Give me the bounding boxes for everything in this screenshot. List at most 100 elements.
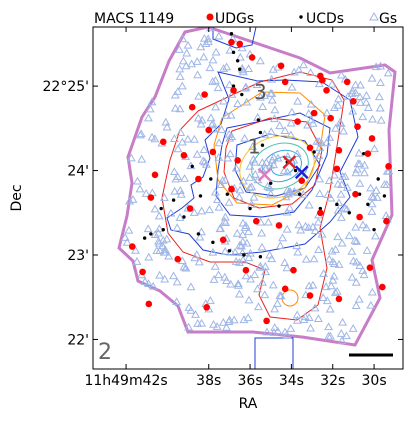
galaxy-point [241, 82, 251, 91]
galaxy-point [200, 157, 210, 166]
galaxy-point [210, 187, 220, 196]
galaxy-point [197, 318, 207, 327]
galaxy-point [205, 205, 214, 214]
galaxy-point [225, 45, 235, 54]
galaxy-point [363, 103, 373, 112]
galaxy-point [304, 281, 314, 290]
galaxy-point [140, 277, 150, 285]
galaxy-point [260, 290, 270, 299]
udg-point [252, 217, 260, 225]
galaxy-point [238, 176, 248, 185]
y-tick-label: 24' [67, 164, 89, 180]
udg-point [327, 114, 334, 122]
plot-area: 13 [117, 27, 397, 369]
udg-point [248, 54, 256, 61]
legend-marker-udg [206, 13, 214, 21]
galaxy-point [224, 197, 234, 206]
galaxy-point [355, 80, 365, 89]
galaxy-point [287, 107, 297, 116]
ucd-point [335, 202, 339, 207]
galaxy-point [325, 304, 335, 313]
galaxy-point [182, 48, 192, 57]
galaxy-point [287, 82, 297, 91]
udg-point [294, 118, 301, 125]
udg-point [356, 213, 363, 221]
galaxy-point [352, 237, 362, 245]
ucd-point [161, 227, 165, 232]
galaxy-point [358, 266, 368, 274]
galaxy-point [159, 193, 169, 201]
galaxy-point [201, 39, 211, 48]
galaxy-point [170, 103, 180, 112]
galaxy-point [317, 229, 327, 238]
galaxy-point [258, 102, 268, 110]
galaxy-point [315, 174, 325, 183]
ucd-point [211, 240, 215, 245]
galaxy-point [147, 97, 157, 106]
galaxy-point [261, 158, 271, 166]
galaxy-point [175, 213, 185, 221]
udg-point [335, 295, 343, 303]
galaxy-point [341, 331, 351, 340]
galaxy-point [261, 267, 271, 276]
galaxy-point [236, 241, 246, 250]
ucd-point [227, 249, 232, 253]
galaxy-point [235, 240, 245, 249]
galaxy-point [126, 153, 136, 162]
galaxy-point [260, 91, 270, 99]
galaxy-point [306, 323, 316, 332]
galaxy-point [362, 246, 372, 254]
galaxy-point [333, 205, 343, 214]
galaxy-point [170, 186, 180, 195]
galaxy-point [352, 164, 362, 173]
galaxy-point [198, 156, 208, 165]
red-contour-outer [161, 71, 345, 321]
galaxy-point [249, 192, 259, 201]
galaxy-point [128, 195, 138, 203]
region-labels-layer: 13 [248, 80, 267, 159]
galaxy-point [380, 180, 389, 188]
galaxy-point [192, 57, 202, 65]
galaxy-point [172, 223, 182, 232]
galaxy-point [280, 258, 290, 266]
galaxy-point [226, 110, 236, 119]
ucd-point [312, 150, 316, 154]
galaxy-point [358, 220, 368, 229]
galaxy-point [125, 196, 134, 205]
galaxy-point [306, 68, 316, 76]
udg-point [298, 177, 306, 184]
galaxy-point [178, 34, 188, 43]
galaxy-point [351, 301, 361, 309]
ucd-point [362, 151, 366, 156]
galaxy-point [154, 236, 163, 245]
udg-point [383, 217, 390, 225]
galaxy-point [174, 45, 184, 53]
galaxy-point [244, 295, 254, 304]
galaxy-point [336, 189, 346, 198]
region-label: 3 [254, 80, 267, 104]
galaxy-point [355, 178, 365, 187]
galaxy-point [175, 104, 185, 113]
galaxy-point [150, 230, 160, 238]
galaxy-point [224, 129, 234, 138]
galaxy-point [278, 233, 288, 242]
galaxy-point [233, 279, 243, 288]
galaxy-point [268, 280, 278, 289]
galaxy-point [263, 217, 273, 226]
survey-footprint [117, 27, 397, 347]
ucd-point [142, 236, 147, 240]
galaxy-point [351, 277, 361, 286]
galaxy-point [267, 254, 277, 263]
galaxy-point [342, 183, 352, 191]
galaxy-point [334, 94, 343, 103]
galaxy-point [292, 149, 302, 158]
galaxy-point [374, 92, 384, 101]
udg-point [317, 209, 324, 217]
udg-point [151, 171, 159, 179]
galaxy-point [181, 263, 191, 272]
legend: UDGs UCDs Gs [206, 11, 397, 27]
cross-marker [294, 165, 309, 180]
udg-point [366, 264, 374, 271]
galaxy-point [189, 134, 199, 143]
